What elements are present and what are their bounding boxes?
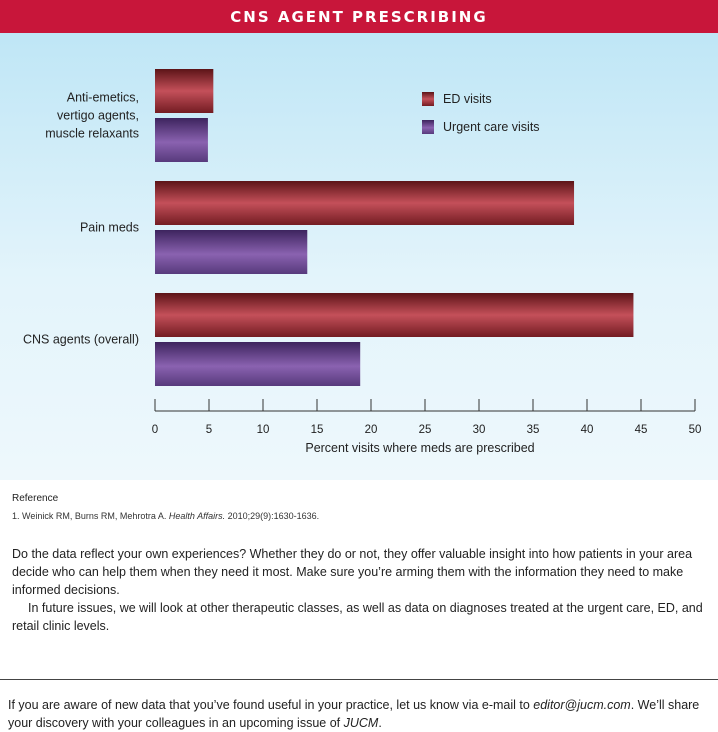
bar-ed-2 (155, 293, 634, 337)
chart-title: CNS AGENT PRESCRIBING (230, 7, 488, 26)
footer-text-1: If you are aware of new data that you’ve… (8, 698, 534, 712)
bar-urgent-care-1 (155, 230, 308, 274)
reference-authors: 1. Weinick RM, Burns RM, Mehrotra A. (12, 511, 169, 521)
x-tick-label-1: 5 (206, 424, 212, 436)
body-text: Do the data reflect your own experiences… (12, 545, 712, 635)
bar-ed-1 (155, 181, 575, 225)
category-label-0-0: Anti-emetics, (67, 91, 139, 105)
divider (0, 679, 718, 680)
category-label-0-2: muscle relaxants (45, 127, 139, 141)
bar-urgent-care-0 (155, 118, 208, 162)
x-tick-label-2: 10 (257, 424, 270, 436)
bar-ed-0 (155, 69, 214, 113)
footer-text-2: . We’ll share your discovery with your c… (8, 698, 700, 730)
legend-swatch-0 (422, 92, 434, 106)
footer-text: If you are aware of new data that you’ve… (8, 696, 714, 732)
body-paragraph-2: In future issues, we will look at other … (12, 601, 703, 633)
legend-label-1: Urgent care visits (443, 120, 540, 134)
x-tick-label-7: 35 (527, 424, 540, 436)
footer-email: editor@jucm.com (533, 698, 631, 712)
bar-urgent-care-2 (155, 342, 361, 386)
legend-label-0: ED visits (443, 92, 492, 106)
x-tick-label-8: 40 (581, 424, 594, 436)
x-tick-label-4: 20 (365, 424, 378, 436)
footer-text-3: . (378, 716, 382, 730)
chart-panel: Anti-emetics, vertigo agents, muscle relax… (0, 33, 718, 480)
bar-chart: Anti-emetics, vertigo agents, muscle relax… (23, 69, 702, 455)
x-tick-label-3: 15 (311, 424, 324, 436)
x-axis-label: Percent visits where meds are prescribed (305, 441, 534, 455)
reference-volume: 2010;29(9):1630-1636. (225, 511, 320, 521)
category-label-2-0: CNS agents (overall) (23, 333, 139, 347)
x-tick-label-5: 25 (419, 424, 432, 436)
reference-journal: Health Affairs. (168, 511, 226, 521)
x-tick-label-0: 0 (152, 424, 158, 436)
legend-swatch-1 (422, 120, 434, 134)
reference-heading: Reference (12, 493, 59, 504)
footer-journal: JUCM (343, 716, 379, 730)
body-paragraph-1: Do the data reflect your own experiences… (12, 547, 693, 597)
category-label-1-0: Pain meds (80, 221, 139, 235)
chart-header-banner: CNS AGENT PRESCRIBING (0, 0, 718, 33)
x-tick-label-10: 50 (689, 424, 702, 436)
x-tick-label-9: 45 (635, 424, 648, 436)
category-label-0-1: vertigo agents, (57, 109, 139, 123)
reference-citation: 1. Weinick RM, Burns RM, Mehrotra A. Hea… (12, 511, 319, 521)
x-tick-label-6: 30 (473, 424, 486, 436)
